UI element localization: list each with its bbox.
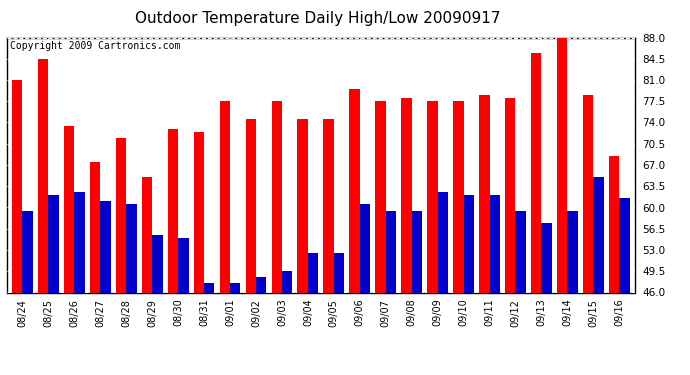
Bar <box>593 177 604 292</box>
Bar <box>402 98 412 292</box>
Bar <box>619 198 629 292</box>
Bar <box>515 210 526 292</box>
Bar <box>75 192 85 292</box>
Bar <box>505 98 515 292</box>
Bar <box>479 95 489 292</box>
Bar <box>116 138 126 292</box>
Bar <box>542 223 552 292</box>
Bar <box>256 278 266 292</box>
Bar <box>219 101 230 292</box>
Bar <box>308 253 318 292</box>
Bar <box>204 284 215 292</box>
Bar <box>437 192 448 292</box>
Text: Outdoor Temperature Daily High/Low 20090917: Outdoor Temperature Daily High/Low 20090… <box>135 11 500 26</box>
Bar <box>142 177 152 292</box>
Bar <box>168 129 178 292</box>
Bar <box>334 253 344 292</box>
Bar <box>178 238 188 292</box>
Bar <box>349 89 359 292</box>
Bar <box>489 195 500 292</box>
Bar <box>324 120 334 292</box>
Text: Copyright 2009 Cartronics.com: Copyright 2009 Cartronics.com <box>10 41 180 51</box>
Bar <box>194 132 204 292</box>
Bar <box>297 120 308 292</box>
Bar <box>282 271 293 292</box>
Bar <box>23 210 33 292</box>
Bar <box>126 204 137 292</box>
Bar <box>38 59 48 292</box>
Bar <box>230 284 240 292</box>
Bar <box>583 95 593 292</box>
Bar <box>453 101 464 292</box>
Bar <box>557 38 567 292</box>
Bar <box>152 235 163 292</box>
Bar <box>464 195 474 292</box>
Bar <box>427 101 437 292</box>
Bar <box>375 101 386 292</box>
Bar <box>48 195 59 292</box>
Bar <box>531 53 542 292</box>
Bar <box>12 80 23 292</box>
Bar <box>90 162 100 292</box>
Bar <box>64 126 75 292</box>
Bar <box>609 156 619 292</box>
Bar <box>412 210 422 292</box>
Bar <box>246 120 256 292</box>
Bar <box>567 210 578 292</box>
Bar <box>386 210 396 292</box>
Bar <box>100 201 110 292</box>
Bar <box>359 204 370 292</box>
Bar <box>272 101 282 292</box>
